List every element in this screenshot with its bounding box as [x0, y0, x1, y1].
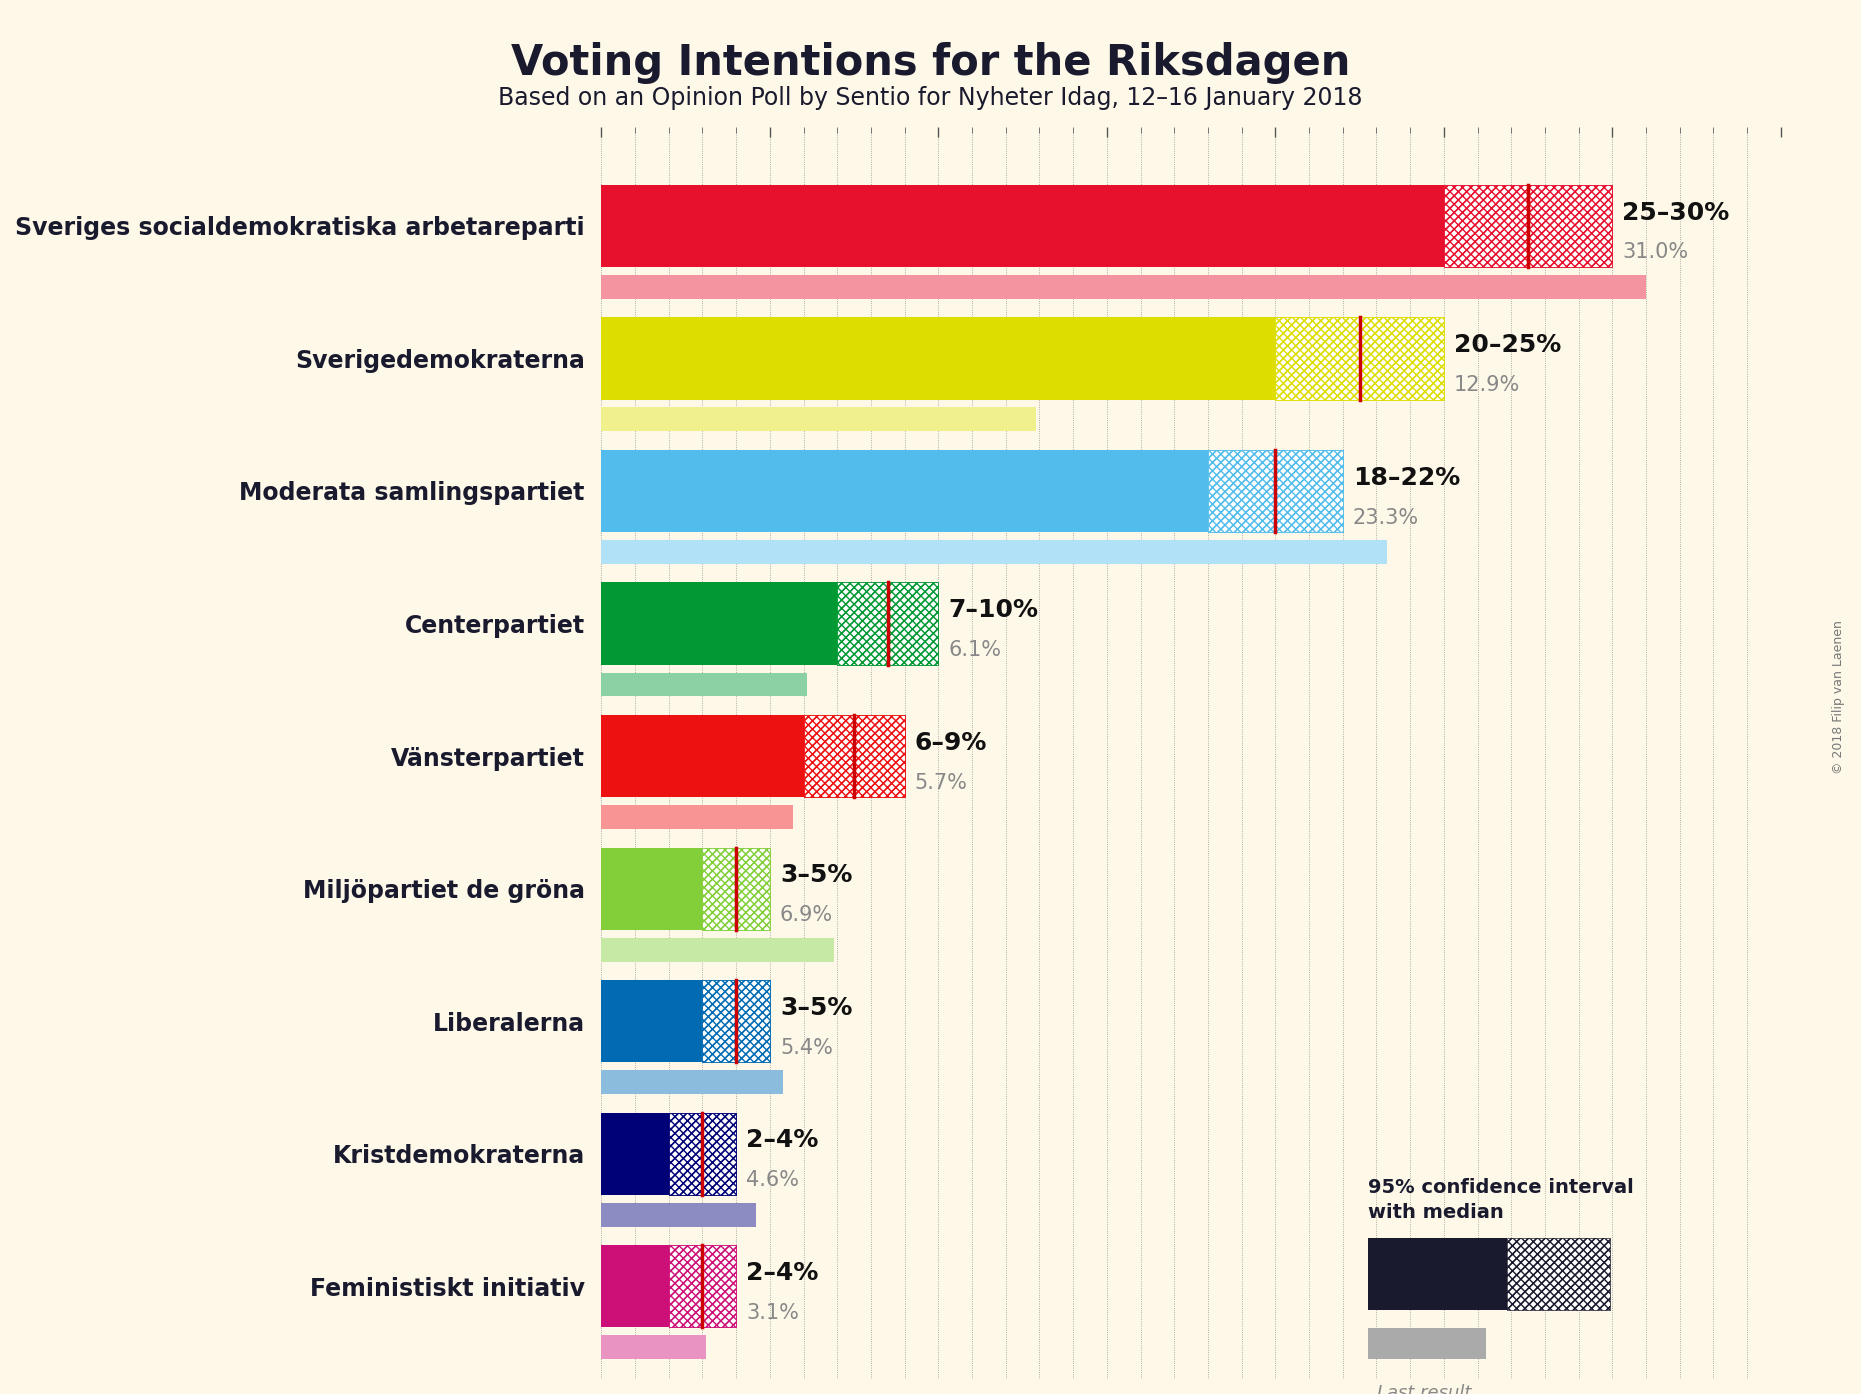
Bar [601, 1112, 668, 1195]
Bar [668, 1245, 737, 1327]
Text: 6–9%: 6–9% [916, 730, 986, 754]
Bar [837, 583, 938, 665]
Bar [1208, 450, 1344, 533]
Bar [601, 938, 834, 962]
Bar [702, 848, 770, 930]
Bar [668, 1245, 737, 1327]
Bar [804, 715, 904, 797]
Bar [702, 980, 770, 1062]
Text: Last result: Last result [1377, 1384, 1472, 1394]
Text: 23.3%: 23.3% [1353, 507, 1418, 527]
Bar [702, 848, 770, 930]
Bar [668, 1112, 737, 1195]
Bar [668, 1112, 737, 1195]
Bar [804, 715, 904, 797]
Bar [601, 1071, 783, 1094]
Text: 2–4%: 2–4% [746, 1262, 819, 1285]
Bar [702, 980, 770, 1062]
Bar [702, 980, 770, 1062]
Text: Based on an Opinion Poll by Sentio for Nyheter Idag, 12–16 January 2018: Based on an Opinion Poll by Sentio for N… [499, 86, 1362, 110]
Text: 25–30%: 25–30% [1623, 201, 1729, 224]
Bar [1275, 318, 1444, 400]
Text: 3–5%: 3–5% [780, 995, 852, 1020]
Text: 4.6%: 4.6% [746, 1170, 798, 1190]
Bar [601, 1335, 705, 1359]
Bar [601, 980, 702, 1062]
Bar [1208, 450, 1344, 533]
Bar [601, 583, 837, 665]
Bar [601, 715, 804, 797]
Bar [1444, 185, 1612, 268]
Bar [601, 1245, 668, 1327]
Bar [601, 806, 793, 829]
Text: © 2018 Filip van Laenen: © 2018 Filip van Laenen [1833, 620, 1844, 774]
Text: 6.9%: 6.9% [780, 905, 834, 926]
Text: 20–25%: 20–25% [1453, 333, 1561, 357]
Bar [601, 1203, 756, 1227]
Bar [668, 1245, 737, 1327]
Bar [702, 848, 770, 930]
Bar [1275, 318, 1444, 400]
Bar [601, 539, 1386, 565]
Bar [601, 185, 1444, 268]
Bar [601, 318, 1275, 400]
Bar [601, 672, 808, 697]
Text: 7–10%: 7–10% [949, 598, 1038, 622]
Text: Voting Intentions for the Riksdagen: Voting Intentions for the Riksdagen [510, 42, 1351, 84]
Bar [601, 848, 702, 930]
Bar [837, 583, 938, 665]
Text: 95% confidence interval
with median: 95% confidence interval with median [1368, 1178, 1634, 1223]
Text: 31.0%: 31.0% [1623, 243, 1688, 262]
Bar [804, 715, 904, 797]
Bar [837, 583, 938, 665]
Text: 2–4%: 2–4% [746, 1128, 819, 1153]
Text: 6.1%: 6.1% [949, 640, 1001, 659]
Bar [1444, 185, 1612, 268]
Text: 5.4%: 5.4% [780, 1037, 832, 1058]
Text: 18–22%: 18–22% [1353, 466, 1461, 489]
Text: 12.9%: 12.9% [1453, 375, 1520, 395]
Text: 3–5%: 3–5% [780, 863, 852, 888]
Bar [1275, 318, 1444, 400]
Bar [601, 407, 1037, 431]
Bar [1444, 185, 1612, 268]
Text: 5.7%: 5.7% [916, 772, 968, 793]
Bar [601, 450, 1208, 533]
Bar [1208, 450, 1344, 533]
Bar [668, 1112, 737, 1195]
Text: 3.1%: 3.1% [746, 1303, 798, 1323]
Bar [601, 275, 1647, 298]
